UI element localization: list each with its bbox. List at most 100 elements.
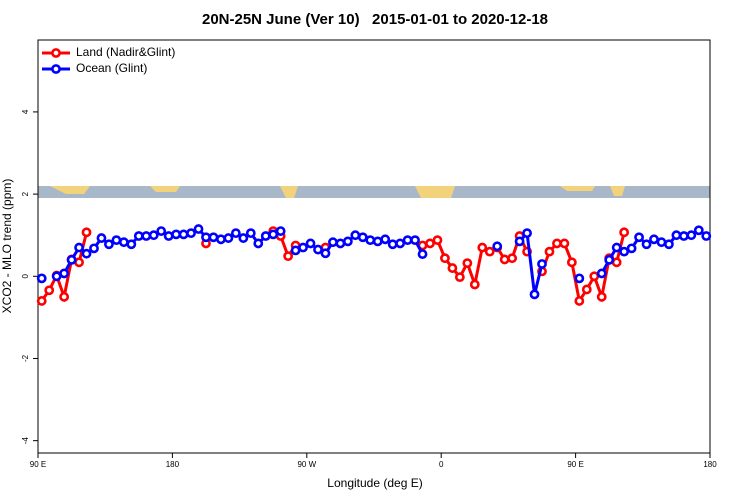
y-tick-label: 4 <box>21 109 30 114</box>
data-point <box>581 284 592 295</box>
data-point <box>141 231 152 241</box>
data-point <box>305 238 316 249</box>
data-point <box>492 241 503 252</box>
data-point <box>290 245 301 256</box>
x-tick-label: 90 E <box>30 460 46 469</box>
data-point <box>74 257 84 268</box>
data-point <box>111 235 122 246</box>
data-point <box>283 251 294 262</box>
data-point <box>574 273 585 284</box>
legend-label: Land (Nadir&Glint) <box>76 45 175 59</box>
data-point <box>156 226 167 236</box>
data-point <box>664 239 674 250</box>
data-point <box>96 233 107 243</box>
data-point <box>410 235 420 246</box>
data-point <box>178 229 189 240</box>
data-point <box>36 273 47 284</box>
data-point <box>402 235 413 246</box>
data-point <box>298 242 308 253</box>
data-point <box>447 263 458 273</box>
x-tick-label: 0 <box>439 460 444 469</box>
data-point <box>611 257 622 268</box>
data-point <box>260 231 271 241</box>
x-axis-label: Longitude (deg E) <box>327 476 422 490</box>
data-point <box>66 254 77 265</box>
data-point <box>611 242 622 253</box>
data-point <box>552 238 562 249</box>
data-point <box>566 257 577 268</box>
data-point <box>477 242 488 253</box>
data-point <box>193 224 204 234</box>
y-tick-label: -2 <box>21 354 30 362</box>
data-point <box>230 228 241 239</box>
data-point <box>350 230 361 241</box>
data-point <box>245 228 256 239</box>
data-point <box>81 227 92 238</box>
y-axis-label: XCO2 - MLO trend (ppm) <box>0 179 14 314</box>
data-point <box>701 231 712 241</box>
data-point <box>604 254 615 265</box>
data-point <box>484 246 495 257</box>
data-point <box>171 229 182 240</box>
data-point <box>328 237 338 248</box>
data-point <box>544 246 555 257</box>
x-tick-label: 180 <box>166 460 180 469</box>
data-point <box>208 232 219 243</box>
chart-title: 20N-25N June (Ver 10) 2015-01-01 to 2020… <box>202 11 548 28</box>
data-point <box>275 226 286 236</box>
data-point <box>395 238 406 249</box>
data-point <box>462 258 473 269</box>
x-tick-label: 90 E <box>567 460 583 469</box>
data-point <box>454 272 465 283</box>
data-point <box>59 291 70 302</box>
data-point <box>186 228 196 239</box>
data-point <box>417 249 428 260</box>
data-point <box>380 234 391 245</box>
data-point <box>313 244 323 255</box>
data-point <box>619 227 630 238</box>
legend-marker <box>51 64 61 74</box>
data-point <box>693 225 704 236</box>
data-point <box>596 268 607 279</box>
data-point <box>522 228 532 239</box>
data-point <box>574 296 585 306</box>
data-point <box>201 232 211 243</box>
data-point <box>671 230 682 241</box>
data-point <box>133 231 144 241</box>
data-point <box>357 232 368 243</box>
data-point <box>238 233 249 243</box>
data-point <box>432 235 443 246</box>
data-point <box>372 236 383 247</box>
data-point <box>126 239 137 250</box>
data-point <box>89 243 99 254</box>
data-point <box>148 230 159 241</box>
map-strip <box>38 186 710 198</box>
y-tick-label: 2 <box>21 191 30 196</box>
data-point <box>425 238 435 249</box>
data-point <box>514 236 525 247</box>
data-point <box>223 233 234 243</box>
legend-label: Ocean (Glint) <box>76 61 147 75</box>
data-point <box>118 237 129 248</box>
data-point <box>335 238 346 249</box>
data-point <box>268 229 279 240</box>
data-point <box>365 235 376 246</box>
data-point <box>74 242 84 253</box>
y-tick-label: 0 <box>21 274 30 279</box>
data-point <box>507 253 518 264</box>
data-point <box>81 248 92 259</box>
legend-marker <box>51 48 61 58</box>
data-point <box>641 239 652 250</box>
data-point <box>342 236 353 247</box>
data-point <box>320 248 331 259</box>
data-point <box>559 238 570 249</box>
data-point <box>686 230 697 241</box>
data-point <box>440 253 450 264</box>
data-point <box>469 279 480 290</box>
data-point <box>649 234 659 245</box>
data-point <box>59 268 70 279</box>
data-point <box>499 254 510 265</box>
data-point <box>104 239 114 250</box>
y-tick-label: -4 <box>21 437 30 445</box>
